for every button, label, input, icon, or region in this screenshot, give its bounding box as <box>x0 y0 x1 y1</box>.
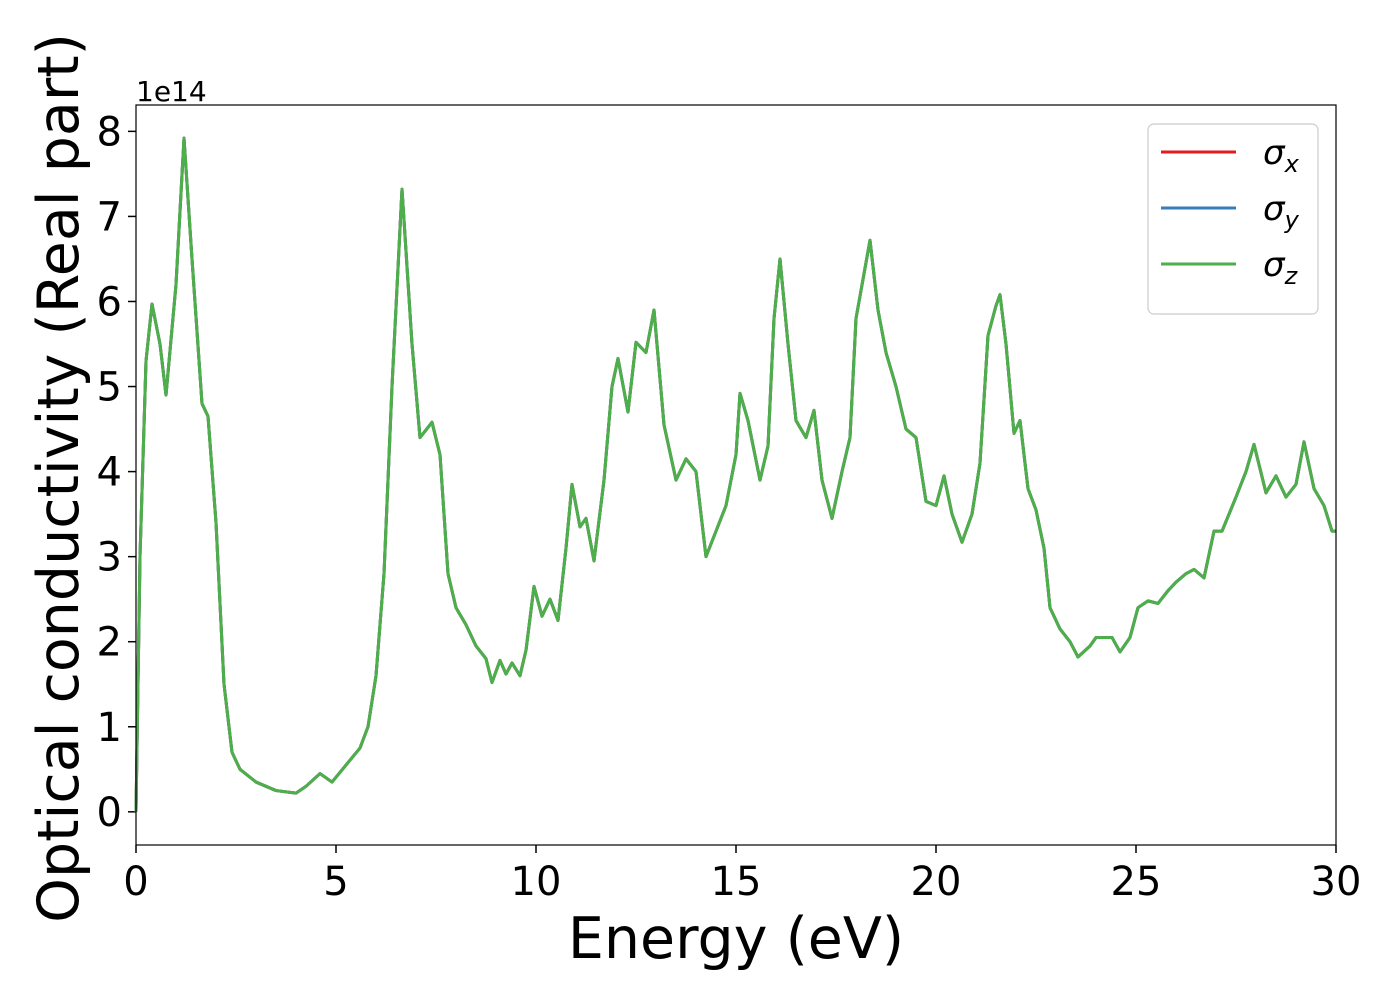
y-tick-label: 6 <box>97 279 122 325</box>
x-tick-label: 0 <box>123 859 148 905</box>
x-tick-label: 15 <box>711 859 762 905</box>
legend-label: σx <box>1263 133 1300 178</box>
x-tick-label: 20 <box>911 859 962 905</box>
y-tick-label: 2 <box>97 620 122 666</box>
x-tick-label: 5 <box>323 859 348 905</box>
y-tick-label: 1 <box>97 705 122 751</box>
y-tick-label: 4 <box>97 450 122 496</box>
legend-label: σy <box>1263 189 1300 234</box>
y-offset-label: 1e14 <box>136 75 207 108</box>
x-tick-label: 25 <box>1111 859 1162 905</box>
data-line <box>134 136 1336 812</box>
plot-frame <box>135 104 1337 846</box>
y-tick-label: 8 <box>97 109 122 155</box>
y-tick-label: 0 <box>97 790 122 836</box>
x-tick-label: 30 <box>1311 859 1362 905</box>
y-tick-label: 7 <box>97 194 122 240</box>
legend-box <box>1147 123 1319 315</box>
y-tick-label: 5 <box>97 365 122 411</box>
x-tick-label: 10 <box>511 859 562 905</box>
y-tick-label: 3 <box>97 535 122 581</box>
y-axis-label: Optical conductivity (Real part) <box>26 33 92 923</box>
legend-label: σz <box>1263 245 1299 290</box>
x-axis-label: Energy (eV) <box>568 906 904 972</box>
